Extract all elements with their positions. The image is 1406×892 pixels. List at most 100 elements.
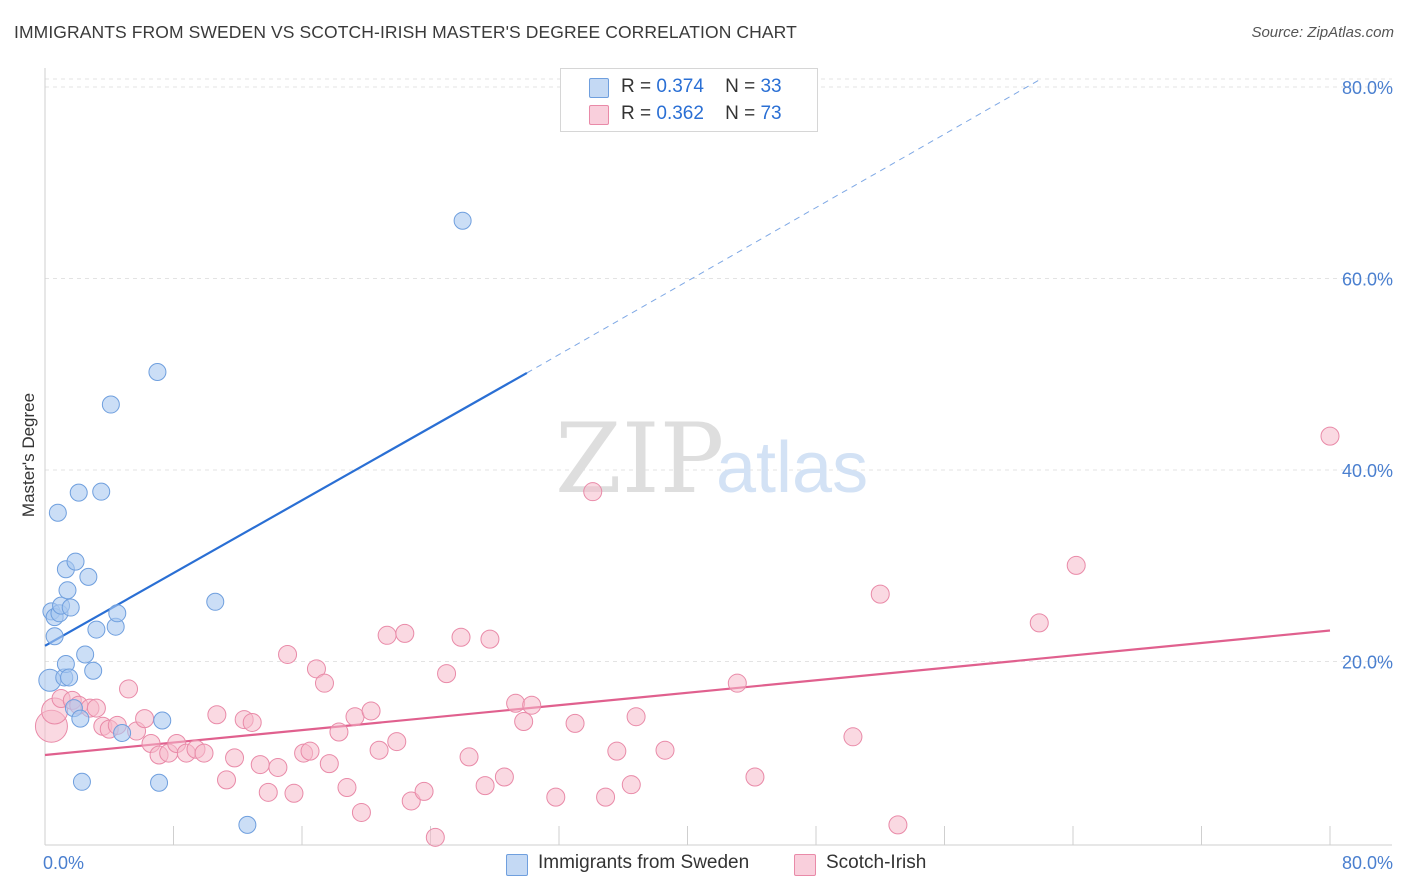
scotch-irish-point <box>583 482 603 502</box>
scotch-irish-point <box>86 698 106 718</box>
scotch-irish-point <box>565 713 585 733</box>
sweden-point <box>153 711 172 730</box>
watermark-zip: ZIP <box>555 403 724 515</box>
legend-n-value: 73 <box>760 103 782 124</box>
source-credit: Source: ZipAtlas.com <box>1251 24 1394 41</box>
scotch-irish-point <box>888 815 908 835</box>
sweden-point <box>60 668 79 687</box>
sweden-trend-line <box>44 371 528 647</box>
x-tick-label: 80.0% <box>1342 853 1393 873</box>
sweden-point <box>150 773 169 792</box>
sweden-points <box>38 211 472 834</box>
y-tick-label: 60.0% <box>1342 270 1393 290</box>
scotch-irish-point <box>319 754 339 774</box>
sweden-point <box>71 709 90 728</box>
legend-r-label: R = <box>621 76 652 97</box>
scotch-irish-point <box>727 673 747 693</box>
scotch-irish-point <box>300 741 320 761</box>
bottom-legend-swatch-scotch <box>794 854 816 876</box>
legend-swatch-sweden <box>589 78 609 98</box>
scotch-irish-point <box>329 722 349 742</box>
scotch-irish-point <box>377 625 397 645</box>
scotch-irish-point <box>425 827 445 847</box>
scotch-irish-point <box>242 712 262 732</box>
scotch-irish-point <box>480 629 500 649</box>
legend-n-label: N = <box>725 103 756 124</box>
scotch-irish-point <box>1029 613 1049 633</box>
scotch-irish-point <box>621 775 641 795</box>
scotch-irish-point <box>225 748 245 768</box>
sweden-point <box>72 772 91 791</box>
scotch-irish-point <box>387 732 407 752</box>
scotch-irish-points <box>34 426 1340 847</box>
scotch-irish-point <box>306 659 326 679</box>
sweden-point <box>61 598 80 617</box>
scotch-irish-point <box>278 644 298 664</box>
legend-n-label: N = <box>725 76 756 97</box>
sweden-point <box>238 815 257 834</box>
legend-r-value: 0.374 <box>656 76 704 97</box>
scotch-irish-point <box>414 781 434 801</box>
legend-n-value: 33 <box>760 76 782 97</box>
scotch-irish-point <box>475 776 495 796</box>
scotch-irish-point <box>626 707 646 727</box>
sweden-point <box>76 645 95 664</box>
legend-r-value: 0.362 <box>656 103 704 124</box>
chart-title: IMMIGRANTS FROM SWEDEN VS SCOTCH-IRISH M… <box>14 22 797 42</box>
sweden-point <box>206 592 225 611</box>
scotch-irish-point <box>337 778 357 798</box>
sweden-point <box>453 211 472 230</box>
scotch-irish-point <box>345 707 365 727</box>
watermark: ZIP atlas <box>555 403 868 515</box>
bottom-legend-swatch-sweden <box>506 854 528 876</box>
sweden-point <box>79 567 98 586</box>
scotch-irish-point <box>506 693 526 713</box>
scotch-irish-point <box>395 623 415 643</box>
scotch-irish-point <box>870 584 890 604</box>
scotch-irish-trend-line <box>44 629 1331 757</box>
watermark-atlas: atlas <box>716 428 868 508</box>
correlation-legend: R = 0.374 N = 33 R = 0.362 N = 73 <box>560 68 818 132</box>
tick-labels: 20.0% 40.0% 60.0% 80.0% 0.0% 80.0% <box>43 78 1393 873</box>
legend-swatch-scotch <box>589 105 609 125</box>
sweden-point <box>101 395 120 414</box>
sweden-point <box>69 483 88 502</box>
scotch-irish-point <box>284 783 304 803</box>
scotch-irish-point <box>194 743 214 763</box>
scotch-irish-point <box>607 741 627 761</box>
legend-r-label: R = <box>621 103 652 124</box>
y-axis-label: Master's Degree <box>19 393 38 517</box>
sweden-point <box>66 552 85 571</box>
scotch-irish-point <box>268 757 288 777</box>
sweden-point <box>87 620 106 639</box>
trend-lines <box>44 78 1331 757</box>
scotch-irish-point <box>361 701 381 721</box>
scotch-irish-point <box>514 711 534 731</box>
bottom-legend-label-scotch: Scotch-Irish <box>826 852 927 873</box>
scotch-irish-point <box>207 705 227 725</box>
y-tick-label: 80.0% <box>1342 78 1393 98</box>
scotch-irish-point <box>494 767 514 787</box>
y-tick-label: 40.0% <box>1342 461 1393 481</box>
scotch-irish-point <box>546 787 566 807</box>
scotch-irish-point <box>135 709 155 729</box>
scotch-irish-point <box>522 695 542 715</box>
scotch-irish-point <box>258 782 278 802</box>
sweden-point <box>84 661 103 680</box>
scotch-irish-point <box>401 791 421 811</box>
scotch-irish-point <box>596 787 616 807</box>
sweden-point <box>58 581 77 600</box>
scotch-irish-point <box>1066 555 1086 575</box>
sweden-point <box>113 723 132 742</box>
scotch-irish-point <box>369 740 389 760</box>
sweden-point <box>92 482 111 501</box>
scotch-irish-point <box>745 767 765 787</box>
x-tick-label: 0.0% <box>43 853 84 873</box>
bottom-legend-label-sweden: Immigrants from Sweden <box>538 852 750 873</box>
scotch-irish-point <box>351 802 371 822</box>
grid-lines <box>45 78 1392 662</box>
scotch-irish-point <box>451 627 471 647</box>
y-tick-label: 20.0% <box>1342 653 1393 673</box>
scotch-irish-point <box>217 770 237 790</box>
